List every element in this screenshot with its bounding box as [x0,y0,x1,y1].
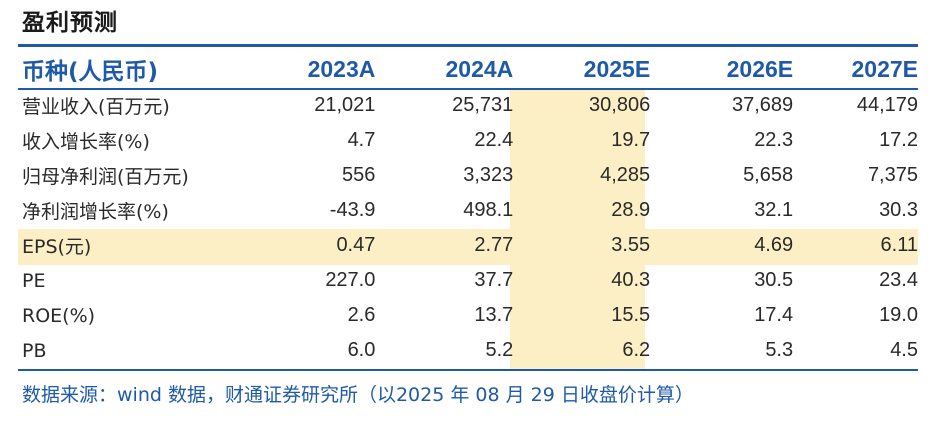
year-header: 2027E [851,55,918,82]
row-label: 收入增长率(%) [22,131,150,153]
table-cell: 19.0 [879,304,918,326]
year-header: 2023A [307,55,376,82]
currency-header: 币种(人民币) [22,59,159,85]
table-cell: 6.2 [622,339,651,361]
top-rule [18,44,918,47]
header-rule [18,88,918,90]
table-cell: 28.9 [611,199,651,221]
table-cell: 498.1 [463,199,514,221]
table-cell: 37.7 [474,269,514,291]
table-cell: 227.0 [325,269,376,291]
row-label: 营业收入(百万元) [22,96,170,118]
table-cell: 17.2 [879,129,918,151]
table-cell: 40.3 [611,269,651,291]
table-cell: 4.69 [754,234,794,256]
table-cell: 30,806 [589,94,651,116]
table-cell: 5.3 [765,339,794,361]
table-cell: 4.7 [347,129,376,151]
bottom-rule [18,369,918,371]
row-label: PB [22,339,47,362]
table-cell: 5,658 [743,164,794,186]
table-cell: 2.77 [474,234,514,256]
year-header: 2024A [445,55,514,82]
table-row: 收入增长率(%) 4.7 22.4 19.7 22.3 17.2 [18,123,918,158]
section-title: 盈利预测 [22,10,118,36]
table-cell: 19.7 [611,129,651,151]
table-cell: -43.9 [329,199,376,221]
row-label: 净利润增长率(%) [22,201,169,223]
row-label: 归母净利润(百万元) [22,166,189,188]
table-cell: 30.5 [754,269,794,291]
table-row: 营业收入(百万元) 21,021 25,731 30,806 37,689 44… [18,88,918,123]
table-cell: 3,323 [463,164,514,186]
table-cell: 6.11 [880,234,918,256]
table-cell: 17.4 [754,304,794,326]
data-source-note: 数据来源：wind 数据，财通证券研究所（以2025 年 08 月 29 日收盘… [22,384,694,406]
table-row-eps: EPS(元) 0.47 2.77 3.55 4.69 6.11 [18,228,918,263]
highlight-column-2025e [510,88,645,369]
table-row: 归母净利润(百万元) 556 3,323 4,285 5,658 7,375 [18,158,918,193]
table-cell: 21,021 [314,94,376,116]
table-cell: 3.55 [611,234,651,256]
row-label: ROE(%) [22,304,96,327]
table-cell: 44,179 [856,94,918,116]
table-row: PB 6.0 5.2 6.2 5.3 4.5 [18,333,918,368]
highlight-row-eps [18,229,918,265]
table-cell: 22.4 [474,129,514,151]
table-cell: 556 [342,164,376,186]
table-row: 净利润增长率(%) -43.9 498.1 28.9 32.1 30.3 [18,193,918,228]
year-header: 2025E [583,55,651,82]
table-cell: 13.7 [474,304,514,326]
table-cell: 25,731 [452,94,514,116]
table-cell: 32.1 [754,199,794,221]
table-cell: 4.5 [890,339,918,361]
table-cell: 15.5 [611,304,651,326]
row-label: EPS(元) [22,236,92,258]
table-row: PE 227.0 37.7 40.3 30.5 23.4 [18,263,918,298]
table-cell: 23.4 [879,269,918,291]
table-cell: 7,375 [867,164,918,186]
row-label: PE [22,269,46,292]
year-header: 2026E [726,55,794,82]
table-cell: 4,285 [600,164,651,186]
table-cell: 6.0 [347,339,376,361]
table-cell: 37,689 [731,94,794,116]
table-cell: 22.3 [754,129,794,151]
header-row: 币种(人民币) 2023A 2024A 2025E 2026E 2027E [18,50,918,88]
table-cell: 0.47 [336,234,376,256]
table-row: ROE(%) 2.6 13.7 15.5 17.4 19.0 [18,298,918,333]
table-cell: 30.3 [879,199,918,221]
table-cell: 2.6 [347,304,376,326]
forecast-table: 币种(人民币) 2023A 2024A 2025E 2026E 2027E 营业… [18,50,918,368]
table-cell: 5.2 [485,339,514,361]
